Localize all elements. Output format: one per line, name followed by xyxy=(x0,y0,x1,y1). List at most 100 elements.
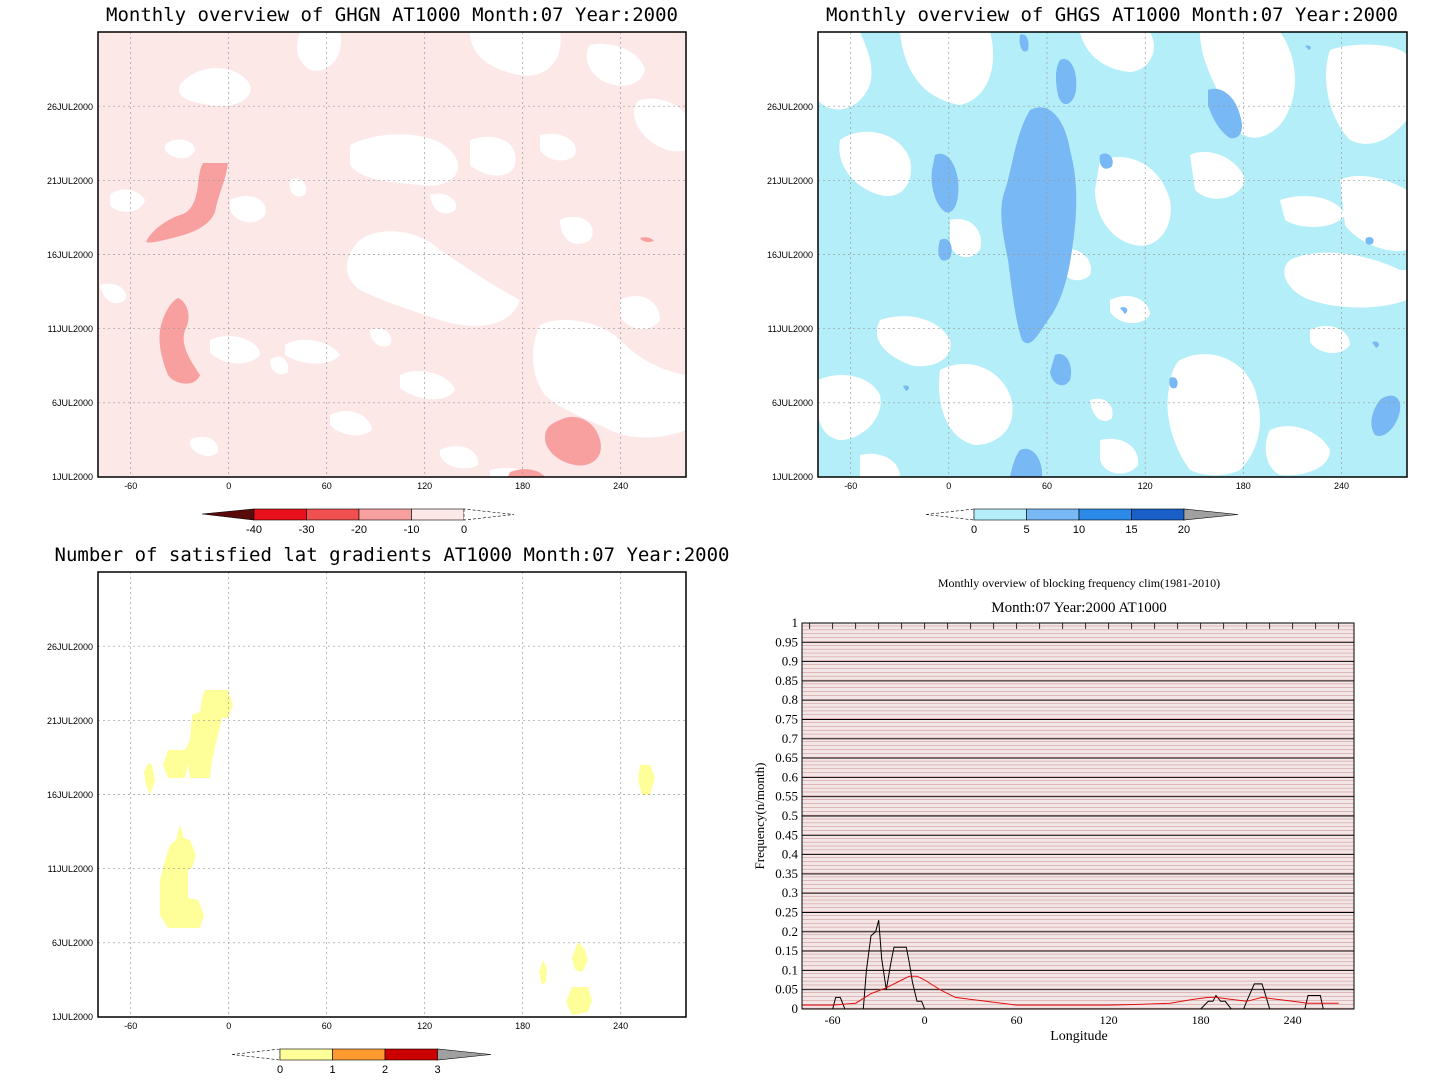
panel-ghgn-low-regions xyxy=(146,163,654,477)
y-tick-label: 0.8 xyxy=(782,692,798,707)
panel-lat-gradients-background xyxy=(98,572,686,1017)
line-chart-x-ticks: -60 0 60 120 180 240 xyxy=(825,1013,1302,1027)
panel-ghgn-white-regions xyxy=(100,32,686,477)
y-tick-label: 0.25 xyxy=(775,905,798,920)
series-line-2 xyxy=(802,975,1339,1006)
y-tick-label: 0.65 xyxy=(775,750,798,765)
colorbar-swatch xyxy=(279,1048,333,1061)
panel-lat-gradients-field xyxy=(98,572,686,1017)
x-tick-label: 240 xyxy=(613,1021,628,1031)
line-chart-series xyxy=(802,920,1339,1009)
x-tick-label: 120 xyxy=(417,481,432,491)
y-tick-label: 26JUL2000 xyxy=(47,642,93,652)
colorbar-swatch xyxy=(463,508,515,521)
colorbar-label: 2 xyxy=(382,1064,388,1076)
x-tick-label: 60 xyxy=(1011,1013,1023,1027)
x-tick-label: -60 xyxy=(844,481,857,491)
colorbar-label: 1 xyxy=(329,1064,335,1076)
y-tick-label: 16JUL2000 xyxy=(47,790,93,800)
colorbar-swatch xyxy=(973,508,1027,521)
x-tick-label: 60 xyxy=(1042,481,1052,491)
y-tick-label: 26JUL2000 xyxy=(767,102,813,112)
panel-ghgs-white-regions xyxy=(818,32,1407,477)
y-tick-label: 21JUL2000 xyxy=(47,716,93,726)
panel-ghgn-grid xyxy=(98,32,686,477)
colorbar-label: 0 xyxy=(971,524,977,536)
y-tick-label: 16JUL2000 xyxy=(47,250,93,260)
y-tick-label: 0.7 xyxy=(782,731,799,746)
panel-lat-gradients-title: Number of satisfied lat gradients AT1000… xyxy=(55,544,730,566)
panel-lat-gradients-x-ticks: -60 0 60 120 180 240 xyxy=(124,1021,628,1031)
x-tick-label: 180 xyxy=(515,1021,530,1031)
x-tick-label: 120 xyxy=(417,1021,432,1031)
colorbar-label: -40 xyxy=(246,524,262,536)
x-tick-label: 240 xyxy=(1334,481,1349,491)
panel-ghgs-x-ticks: -60 0 60 120 180 240 xyxy=(844,481,1349,491)
panel-ghgn-y-ticks: 1JUL2000 6JUL2000 11JUL2000 16JUL2000 21… xyxy=(47,102,93,482)
colorbar-label: 3 xyxy=(434,1064,440,1076)
colorbar-label: -20 xyxy=(351,524,367,536)
y-tick-label: 0.3 xyxy=(782,885,798,900)
colorbar-label: -30 xyxy=(299,524,315,536)
y-tick-label: 0 xyxy=(792,1001,799,1016)
panel-lat-gradients-frame xyxy=(97,571,687,1018)
y-tick-label: 26JUL2000 xyxy=(47,102,93,112)
y-tick-label: 0.4 xyxy=(782,847,799,862)
y-tick-label: 1JUL2000 xyxy=(772,472,813,482)
line-chart-title: Month:07 Year:2000 AT1000 xyxy=(991,600,1166,616)
panel-ghgn-colorbar: -40 -30 -20 -10 0 xyxy=(201,508,515,536)
y-tick-label: 6JUL2000 xyxy=(772,398,813,408)
panel-lat-gradients: Number of satisfied lat gradients AT1000… xyxy=(47,544,730,1076)
colorbar-label: 15 xyxy=(1125,524,1137,536)
x-tick-label: 0 xyxy=(226,481,231,491)
colorbar-swatch xyxy=(253,508,307,521)
colorbar-swatch xyxy=(201,508,255,521)
y-tick-label: 16JUL2000 xyxy=(767,250,813,260)
colorbar-label: 10 xyxy=(1073,524,1085,536)
panel-ghgs-y-ticks: 1JUL2000 6JUL2000 11JUL2000 16JUL2000 21… xyxy=(767,102,813,482)
colorbar-label: 0 xyxy=(461,524,467,536)
y-tick-label: 0.5 xyxy=(782,808,798,823)
x-tick-label: 0 xyxy=(226,1021,231,1031)
x-tick-label: -60 xyxy=(124,481,137,491)
y-tick-label: 11JUL2000 xyxy=(48,324,93,334)
panel-ghgs-title: Monthly overview of GHGS AT1000 Month:07… xyxy=(826,4,1398,26)
panel-lat-gradients-colorbar: 0 1 2 3 xyxy=(231,1048,492,1076)
panel-ghgs-frame xyxy=(817,31,1408,478)
line-chart-frame xyxy=(801,622,1355,1010)
colorbar-swatch xyxy=(411,508,465,521)
colorbar-swatch xyxy=(384,1048,438,1061)
x-tick-label: 120 xyxy=(1138,481,1153,491)
y-tick-label: 0.6 xyxy=(782,769,799,784)
colorbar-label: 0 xyxy=(277,1064,283,1076)
panel-ghgn-title: Monthly overview of GHGN AT1000 Month:07… xyxy=(106,4,678,26)
x-tick-label: 0 xyxy=(946,481,951,491)
colorbar-swatch xyxy=(925,508,975,521)
colorbar-swatch xyxy=(1026,508,1080,521)
line-chart-ylabel: Frequency(n/month) xyxy=(752,763,767,870)
panel-ghgn: Monthly overview of GHGN AT1000 Month:07… xyxy=(47,4,687,536)
colorbar-swatch xyxy=(306,508,360,521)
x-tick-label: 60 xyxy=(322,481,332,491)
series-line-1 xyxy=(802,920,1339,1009)
line-chart-suptitle: Monthly overview of blocking frequency c… xyxy=(938,576,1220,590)
y-tick-label: 11JUL2000 xyxy=(768,324,813,334)
panel-blocking-frequency: Monthly overview of blocking frequency c… xyxy=(752,576,1355,1044)
panel-ghgs: Monthly overview of GHGS AT1000 Month:07… xyxy=(767,4,1408,536)
colorbar-swatch xyxy=(437,1048,492,1061)
y-tick-label: 0.9 xyxy=(782,654,798,669)
y-tick-label: 0.15 xyxy=(775,943,798,958)
y-tick-label: 1JUL2000 xyxy=(52,1012,93,1022)
line-chart-grid xyxy=(802,622,1354,1010)
panel-ghgs-colorbar: 0 5 10 15 20 xyxy=(925,508,1239,536)
colorbar-swatch xyxy=(1183,508,1239,521)
x-tick-label: 240 xyxy=(1284,1013,1302,1027)
panel-lat-gradients-y-ticks: 1JUL2000 6JUL2000 11JUL2000 16JUL2000 21… xyxy=(47,642,93,1022)
y-tick-label: 0.35 xyxy=(775,866,798,881)
x-tick-label: 60 xyxy=(322,1021,332,1031)
x-tick-label: 180 xyxy=(515,481,530,491)
y-tick-label: 1 xyxy=(792,615,799,630)
colorbar-swatch xyxy=(1078,508,1132,521)
line-chart-top-ticks xyxy=(809,623,1340,629)
